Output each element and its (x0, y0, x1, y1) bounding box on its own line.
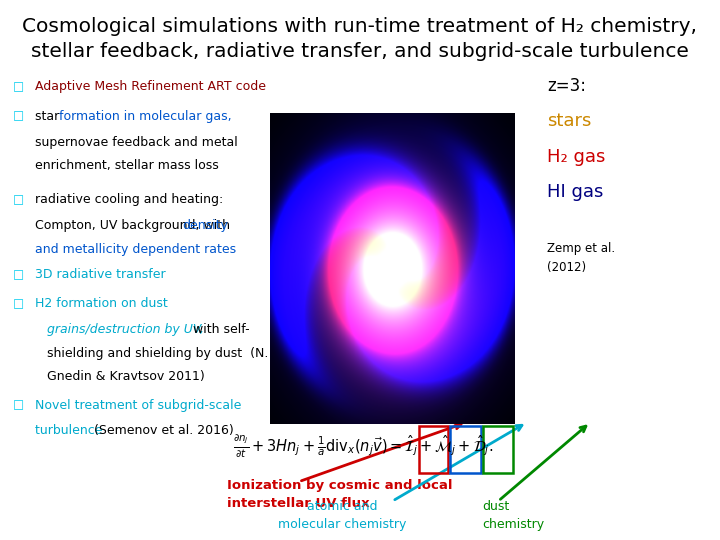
Text: stars: stars (547, 112, 592, 131)
Text: z=3:: z=3: (547, 77, 586, 96)
Text: radiative cooling and heating:: radiative cooling and heating: (35, 193, 222, 206)
Text: density: density (182, 219, 228, 232)
Text: shielding and shielding by dust  (N.: shielding and shielding by dust (N. (47, 347, 268, 360)
Text: atomic and
molecular chemistry: atomic and molecular chemistry (278, 500, 406, 531)
Bar (419, 426, 448, 474)
Text: (2012): (2012) (547, 261, 586, 274)
Text: Ionization by cosmic and local
interstellar UV flux: Ionization by cosmic and local interstel… (227, 478, 452, 510)
Text: H2 formation on dust: H2 formation on dust (35, 297, 167, 310)
Text: □: □ (13, 399, 24, 411)
Text: (Semenov et al. 2016): (Semenov et al. 2016) (94, 424, 233, 437)
Text: enrichment, stellar mass loss: enrichment, stellar mass loss (35, 159, 218, 172)
Text: Gnedin & Kravtsov 2011): Gnedin & Kravtsov 2011) (47, 370, 204, 383)
Text: formation in molecular gas,: formation in molecular gas, (59, 110, 232, 123)
Text: star: star (35, 110, 63, 123)
Text: Adaptive Mesh Refinement ART code: Adaptive Mesh Refinement ART code (35, 80, 266, 93)
Text: dust
chemistry: dust chemistry (482, 500, 544, 531)
Text: □: □ (13, 110, 24, 123)
Text: stellar feedback, radiative transfer, and subgrid-scale turbulence: stellar feedback, radiative transfer, an… (31, 42, 689, 61)
Text: Novel treatment of subgrid-scale: Novel treatment of subgrid-scale (35, 399, 241, 411)
Text: supernovae feedback and metal: supernovae feedback and metal (35, 136, 238, 148)
Text: $\frac{\partial n_j}{\partial t} + 3Hn_j + \frac{1}{a}\mathrm{div}_x(n_j\vec{v}): $\frac{\partial n_j}{\partial t} + 3Hn_j… (233, 433, 493, 461)
Text: 3D radiative transfer: 3D radiative transfer (35, 268, 165, 281)
Bar (483, 426, 513, 474)
Text: grains/destruction by UV,: grains/destruction by UV, (47, 323, 204, 336)
Text: HI gas: HI gas (547, 183, 603, 201)
Text: Cosmological simulations with run-time treatment of H₂ chemistry,: Cosmological simulations with run-time t… (22, 17, 698, 37)
Text: □: □ (13, 297, 24, 310)
Text: Compton, UV background, with: Compton, UV background, with (35, 219, 233, 232)
Text: Zemp et al.: Zemp et al. (547, 242, 616, 255)
Text: and metallicity dependent rates: and metallicity dependent rates (35, 243, 235, 256)
Text: turbulence: turbulence (35, 424, 106, 437)
Text: □: □ (13, 268, 24, 281)
Text: with self-: with self- (189, 323, 250, 336)
Text: □: □ (13, 80, 24, 93)
Bar (450, 426, 481, 474)
Text: □: □ (13, 193, 24, 206)
Text: H₂ gas: H₂ gas (547, 147, 606, 166)
